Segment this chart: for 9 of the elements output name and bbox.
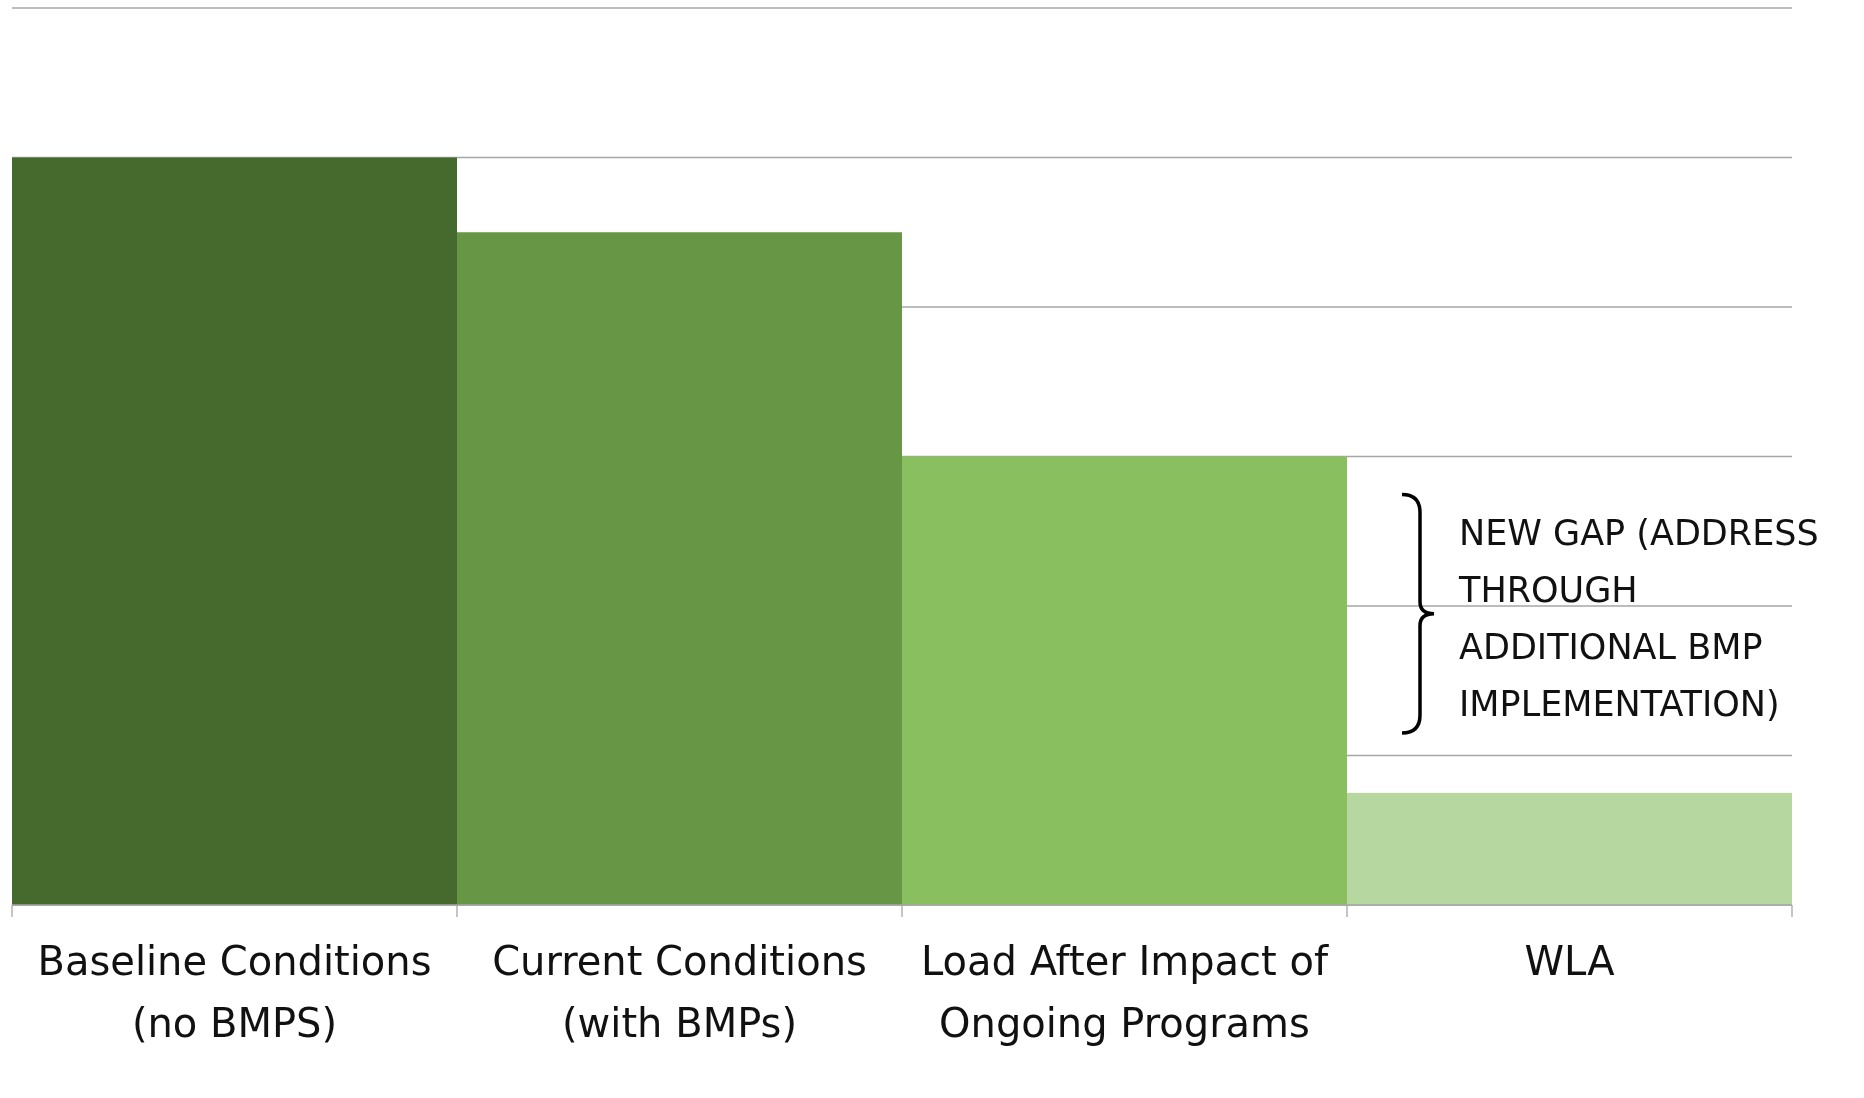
bar bbox=[457, 232, 902, 905]
annotation: NEW GAP (ADDRESS THROUGH ADDITIONAL BMP IMPLEMENTATION) bbox=[1458, 512, 1819, 724]
bar bbox=[12, 157, 457, 905]
x-tick-label: Baseline Conditions (no BMPS) bbox=[37, 938, 432, 1046]
bar bbox=[1347, 792, 1792, 905]
bar bbox=[902, 456, 1347, 905]
x-tick-label: Load After Impact of Ongoing Programs bbox=[920, 938, 1329, 1046]
x-tick-label: WLA bbox=[1524, 938, 1616, 984]
x-tick-label: Current Conditions (with BMPs) bbox=[492, 938, 867, 1046]
